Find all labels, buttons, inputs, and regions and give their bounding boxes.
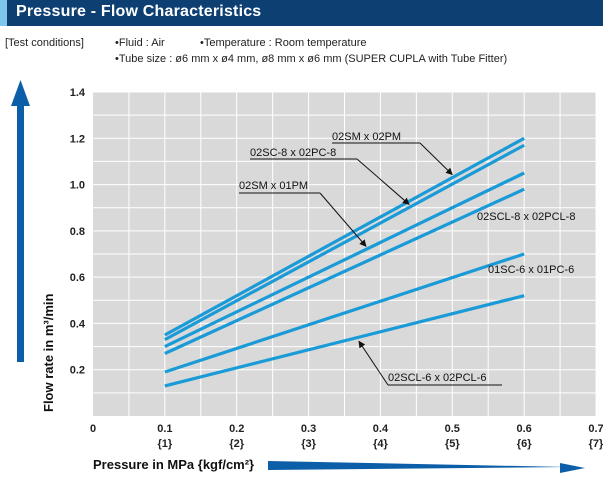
x-tick-label: 0.2 [229, 423, 244, 435]
title-bar: Pressure - Flow Characteristics [0, 0, 603, 26]
y-axis-ticks: 0.2 0.4 0.6 0.8 1.0 1.2 1.4 [70, 87, 86, 377]
y-tick-label: 1.0 [70, 180, 85, 192]
x-tick-label: 0.4 [373, 423, 389, 435]
series-label: 01SC-6 x 01PC-6 [488, 264, 574, 276]
leader-arrow [356, 158, 410, 205]
series-line [164, 252, 525, 374]
y-tick-label: 1.2 [70, 133, 85, 145]
y-axis-arrow [11, 80, 30, 362]
series-label: 02SM x 02PM [332, 131, 401, 143]
leader-arrow [358, 340, 389, 386]
x-tick-sublabel: {4} [373, 438, 388, 450]
x-tick-sublabel: {3} [301, 438, 316, 450]
series-label: 02SM x 01PM [239, 180, 308, 192]
series-line [164, 143, 525, 342]
y-tick-label: 0.8 [70, 226, 85, 238]
title-accent [0, 0, 7, 26]
series-lines [164, 136, 525, 388]
series-line [164, 294, 525, 388]
y-tick-label: 0.6 [70, 272, 85, 284]
x-tick-label: 0 [90, 423, 96, 435]
x-tick-label: 0.5 [445, 423, 460, 435]
grid [93, 91, 597, 416]
x-tick-label: 0.1 [157, 423, 172, 435]
x-axis-title: Pressure in MPa {kgf/cm²} [93, 457, 254, 472]
leader-arrow [419, 142, 453, 176]
x-tick-label: 0.3 [301, 423, 316, 435]
series-labels: 02SM x 02PM 02SC-8 x 02PC-8 02SM x 01PM 02S… [239, 131, 575, 386]
x-tick-label: 0.6 [516, 423, 531, 435]
page-title: Pressure - Flow Characteristics [16, 3, 262, 20]
y-axis-title: Flow rate in m³/min [41, 293, 56, 412]
x-tick-sublabel: {1} [158, 438, 173, 450]
x-tick-sublabel: {2} [229, 438, 244, 450]
fluid-condition: •Fluid : Air [115, 37, 165, 49]
series-label: 02SC-8 x 02PC-8 [250, 147, 336, 159]
y-tick-label: 0.2 [70, 365, 85, 377]
series-label: 02SCL-8 x 02PCL-8 [477, 211, 575, 223]
y-tick-label: 1.4 [70, 87, 86, 99]
series-line [164, 171, 525, 349]
x-tick-sublabel: {6} [517, 438, 532, 450]
x-axis-ticks: 0 0.1 {1} 0.2 {2} 0.3 {3} 0.4 {4} 0.5 {5} 0.6 {6} 0.7… [90, 423, 603, 450]
x-tick-sublabel: {7} [589, 438, 603, 450]
series-line [164, 136, 525, 337]
x-tick-label: 0.7 [588, 423, 603, 435]
test-conditions-label: [Test conditions] [5, 37, 84, 49]
series-line [164, 187, 525, 355]
temperature-condition: •Temperature : Room temperature [200, 37, 367, 49]
y-tick-label: 0.4 [70, 318, 86, 330]
leader-arrow [319, 192, 367, 247]
tube-size-condition: •Tube size : ø6 mm x ø4 mm, ø8 mm x ø6 m… [115, 53, 508, 65]
x-tick-sublabel: {5} [445, 438, 460, 450]
series-label: 02SCL-6 x 02PCL-6 [388, 372, 486, 384]
x-axis-arrow [268, 461, 585, 473]
